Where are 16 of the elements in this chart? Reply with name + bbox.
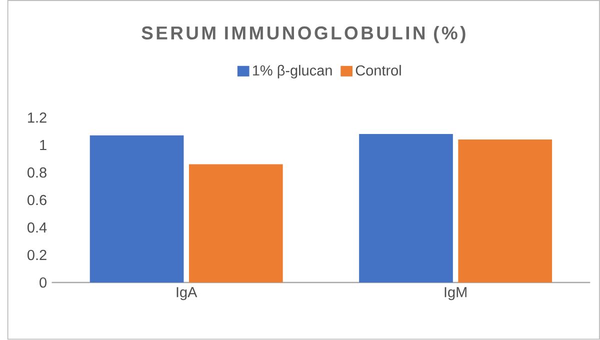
legend-label: 1% β-glucan [253, 65, 332, 79]
y-tick-label: 0.4 [28, 222, 47, 233]
bar [90, 136, 184, 283]
x-tick-label: IgA [176, 287, 198, 300]
bar [188, 164, 283, 283]
bar [458, 140, 552, 283]
x-tick-label: IgM [444, 287, 466, 300]
y-tick-label: 1.2 [28, 112, 46, 123]
y-tick-label: 0 [40, 278, 47, 288]
legend-label: Control [356, 65, 401, 76]
bar [359, 134, 453, 283]
y-tick-label: 0.8 [28, 168, 46, 178]
y-tick-label: 1 [40, 140, 46, 150]
y-tick-label: 0.2 [28, 250, 46, 260]
y-tick-label: 0.6 [28, 195, 46, 206]
chart-title: SERUM IMMUNOGLOBULIN (%) [142, 26, 466, 44]
